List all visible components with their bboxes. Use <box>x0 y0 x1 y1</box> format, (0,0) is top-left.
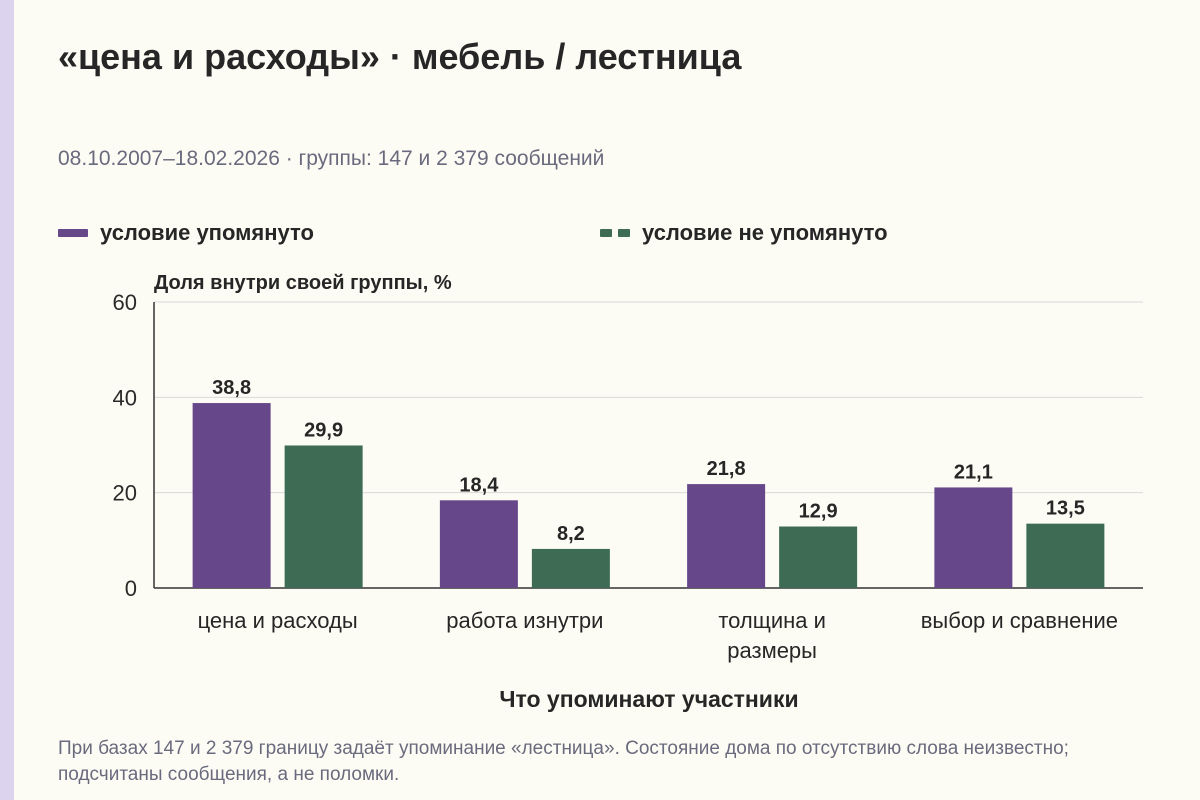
y-tick-label: 40 <box>113 385 137 410</box>
bar-mentioned <box>439 500 518 588</box>
bar-not-mentioned <box>284 445 363 588</box>
bar-mentioned <box>687 484 766 588</box>
legend-swatch-mentioned <box>58 229 88 237</box>
bar-not-mentioned <box>1026 523 1105 588</box>
legend-item-mentioned: условие упомянуто <box>58 219 314 247</box>
x-tick-label: выбор и сравнение <box>921 608 1118 633</box>
bar-mentioned <box>192 403 271 588</box>
legend-swatch-not-mentioned <box>600 229 630 237</box>
data-label: 29,9 <box>304 419 343 441</box>
y-axis-label: Доля внутри своей группы, % <box>154 272 452 294</box>
x-tick-label: работа изнутри <box>446 608 603 633</box>
y-tick-label: 0 <box>125 576 137 601</box>
chart-subtitle: 08.10.2007–18.02.2026 · группы: 147 и 2 … <box>58 147 605 170</box>
y-tick-label: 60 <box>113 290 137 315</box>
chart-title: «цена и расходы» · мебель / лестница <box>58 36 742 77</box>
x-tick-label: толщина и <box>718 608 826 633</box>
data-label: 13,5 <box>1046 498 1085 520</box>
bar-not-mentioned <box>531 548 610 588</box>
bar-not-mentioned <box>779 526 858 588</box>
legend-label-mentioned: условие упомянуто <box>100 220 314 245</box>
data-label: 8,2 <box>557 523 585 545</box>
x-tick-label: цена и расходы <box>198 608 358 633</box>
data-label: 12,9 <box>799 501 838 523</box>
legend-label-not-mentioned: условие не упомянуто <box>642 220 888 245</box>
data-label: 18,4 <box>459 474 499 496</box>
x-axis-label: Что упоминают участники <box>499 686 799 712</box>
data-label: 38,8 <box>212 377 251 399</box>
data-label: 21,8 <box>707 458 746 480</box>
bar-mentioned <box>934 487 1013 588</box>
x-tick-label: размеры <box>727 638 817 663</box>
accent-bar <box>0 0 14 800</box>
data-label: 21,1 <box>954 461 993 483</box>
footnote: При базах 147 и 2 379 границу задаёт упо… <box>58 738 1069 785</box>
legend-item-not-mentioned: условие не упомянуто <box>600 219 888 247</box>
y-tick-label: 20 <box>113 481 137 506</box>
